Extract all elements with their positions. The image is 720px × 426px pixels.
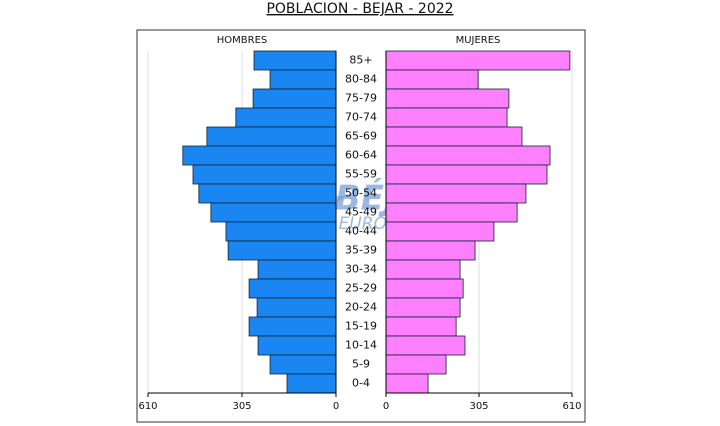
bar xyxy=(385,88,510,109)
y-tick-label: 35-39 xyxy=(345,244,377,257)
x-tick-label: 305 xyxy=(469,401,488,412)
bar xyxy=(385,69,479,90)
y-tick-label: 65-69 xyxy=(345,130,377,143)
bar xyxy=(385,107,508,128)
y-tick-label: 45-49 xyxy=(345,206,377,219)
bar xyxy=(248,278,337,299)
x-tick-label: 610 xyxy=(138,401,157,412)
y-tick-label: 75-79 xyxy=(345,92,377,105)
y-tick-label: 55-59 xyxy=(345,168,377,181)
chart-title: POBLACION - BEJAR - 2022 xyxy=(266,1,453,17)
bar xyxy=(286,373,337,394)
bar xyxy=(385,50,571,71)
bar xyxy=(385,373,429,394)
bar xyxy=(385,221,495,242)
x-tick-label: 0 xyxy=(333,401,339,412)
bar xyxy=(225,221,337,242)
y-tick-label: 40-44 xyxy=(345,225,377,238)
y-tick-label: 15-19 xyxy=(345,320,377,333)
bar xyxy=(192,164,337,185)
bar xyxy=(385,240,476,261)
bar xyxy=(385,126,523,147)
y-tick-label: 30-34 xyxy=(345,263,377,276)
bar xyxy=(206,126,337,147)
bar xyxy=(385,259,461,280)
bar xyxy=(227,240,337,261)
legend-label: HOMBRES xyxy=(217,35,268,46)
bar xyxy=(257,335,337,356)
bar xyxy=(385,164,548,185)
bar xyxy=(385,335,466,356)
bar xyxy=(385,297,461,318)
y-tick-label: 85+ xyxy=(349,54,372,67)
y-tick-label: 0-4 xyxy=(352,377,370,390)
bar xyxy=(385,354,447,375)
bar xyxy=(182,145,337,166)
bar xyxy=(235,107,337,128)
bar xyxy=(256,297,337,318)
bar xyxy=(248,316,337,337)
bar xyxy=(385,316,457,337)
x-tick-label: 0 xyxy=(383,401,389,412)
bar xyxy=(198,183,337,204)
y-tick-label: 10-14 xyxy=(345,339,377,352)
legend-label: MUJERES xyxy=(456,35,501,46)
x-tick-label: 610 xyxy=(562,401,581,412)
x-tick-label: 305 xyxy=(232,401,251,412)
bar xyxy=(252,88,337,109)
y-tick-label: 60-64 xyxy=(345,149,377,162)
bar xyxy=(385,202,518,223)
bar xyxy=(385,145,551,166)
y-tick-label: 5-9 xyxy=(352,358,370,371)
bar xyxy=(385,183,527,204)
bar xyxy=(253,50,337,71)
bar xyxy=(269,69,337,90)
bar xyxy=(269,354,337,375)
y-tick-label: 25-29 xyxy=(345,282,377,295)
y-tick-label: 70-74 xyxy=(345,111,377,124)
bar xyxy=(257,259,337,280)
bar xyxy=(210,202,337,223)
bar xyxy=(385,278,464,299)
y-tick-label: 50-54 xyxy=(345,187,377,200)
y-tick-label: 20-24 xyxy=(345,301,377,314)
y-tick-label: 80-84 xyxy=(345,73,377,86)
